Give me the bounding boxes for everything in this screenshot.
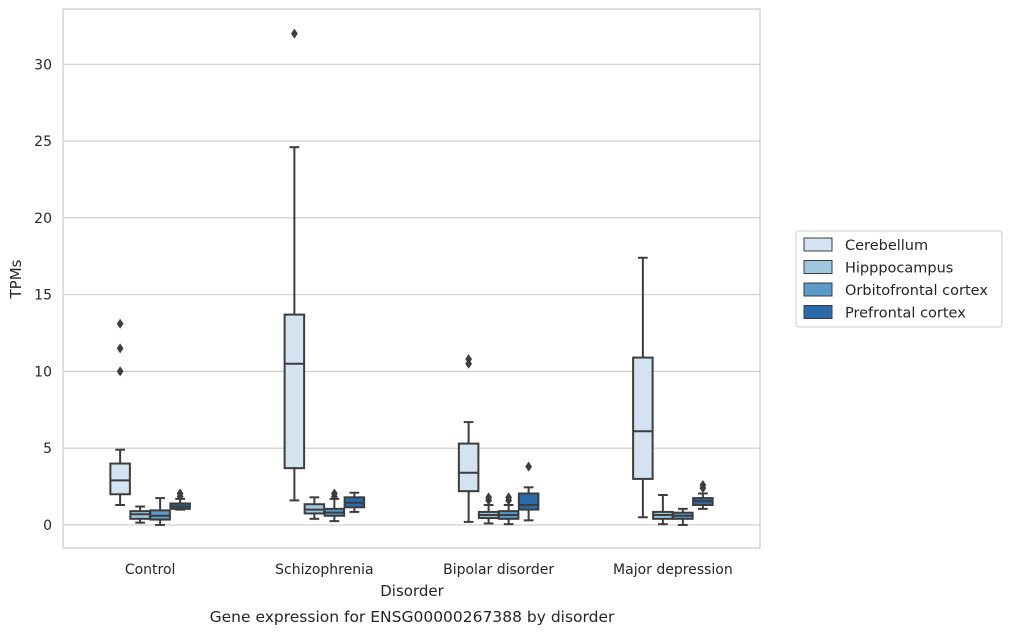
outlier-point [116,343,124,354]
x-axis: Control Schizophrenia Bipolar disorder Majo… [125,562,733,578]
box-group [323,488,346,523]
outlier-point [485,492,493,503]
x-tick-label: Bipolar disorder [443,562,554,578]
legend-label: Orbitofrontal cortex [845,283,988,299]
y-axis-label: TPMs [7,259,25,299]
outlier-point [176,488,184,499]
x-tick-label: Schizophrenia [275,562,373,578]
y-tick-label: 0 [43,518,52,534]
legend-swatch [803,260,833,274]
plot-area [109,28,714,526]
box [109,462,131,496]
box-group [129,505,151,524]
box-group [497,492,520,526]
outlier-point [505,492,513,503]
legend-swatch [803,305,833,319]
box-group [343,491,366,513]
x-tick-label: Major depression [613,562,733,578]
legend: Cerebellum Hipppocampus Orbitofrontal cort… [795,230,1003,328]
box-group [149,497,171,526]
plot-frame [62,8,761,549]
outlier-point [525,461,533,472]
chart-caption: Gene expression for ENSG00000267388 by d… [210,608,615,626]
box-group [457,354,480,523]
box [283,313,306,470]
legend-swatch [803,282,833,297]
box [632,356,654,480]
legend-label: Cerebellum [845,238,928,254]
y-tick-label: 30 [34,57,52,73]
box-group [652,494,674,526]
outlier-point [330,488,338,499]
y-tick-label: 15 [34,288,52,304]
legend-swatch [803,237,833,252]
outlier-point [699,480,707,491]
box-group [169,488,191,511]
y-tick-label: 10 [34,364,52,380]
box-group [672,507,694,526]
y-axis: 0 5 10 15 20 25 30 [34,57,52,534]
outlier-point [116,366,124,377]
x-axis-label: Disorder [380,582,444,600]
y-tick-label: 20 [34,211,52,227]
legend-label: Hipppocampus [845,261,953,277]
box-group [632,256,654,519]
outlier-point [290,28,298,39]
x-tick-label: Control [125,562,176,578]
y-tick-label: 5 [43,441,52,457]
box-group [109,318,131,507]
legend-frame [795,230,1003,328]
box [517,492,540,511]
box-group [517,461,540,522]
box [457,442,480,493]
legend-label: Prefrontal cortex [845,306,966,322]
box-group [283,28,306,502]
outlier-point [465,354,473,365]
box-group [692,480,714,510]
outlier-point [116,318,124,329]
grid [63,63,760,526]
y-tick-label: 25 [34,134,52,150]
